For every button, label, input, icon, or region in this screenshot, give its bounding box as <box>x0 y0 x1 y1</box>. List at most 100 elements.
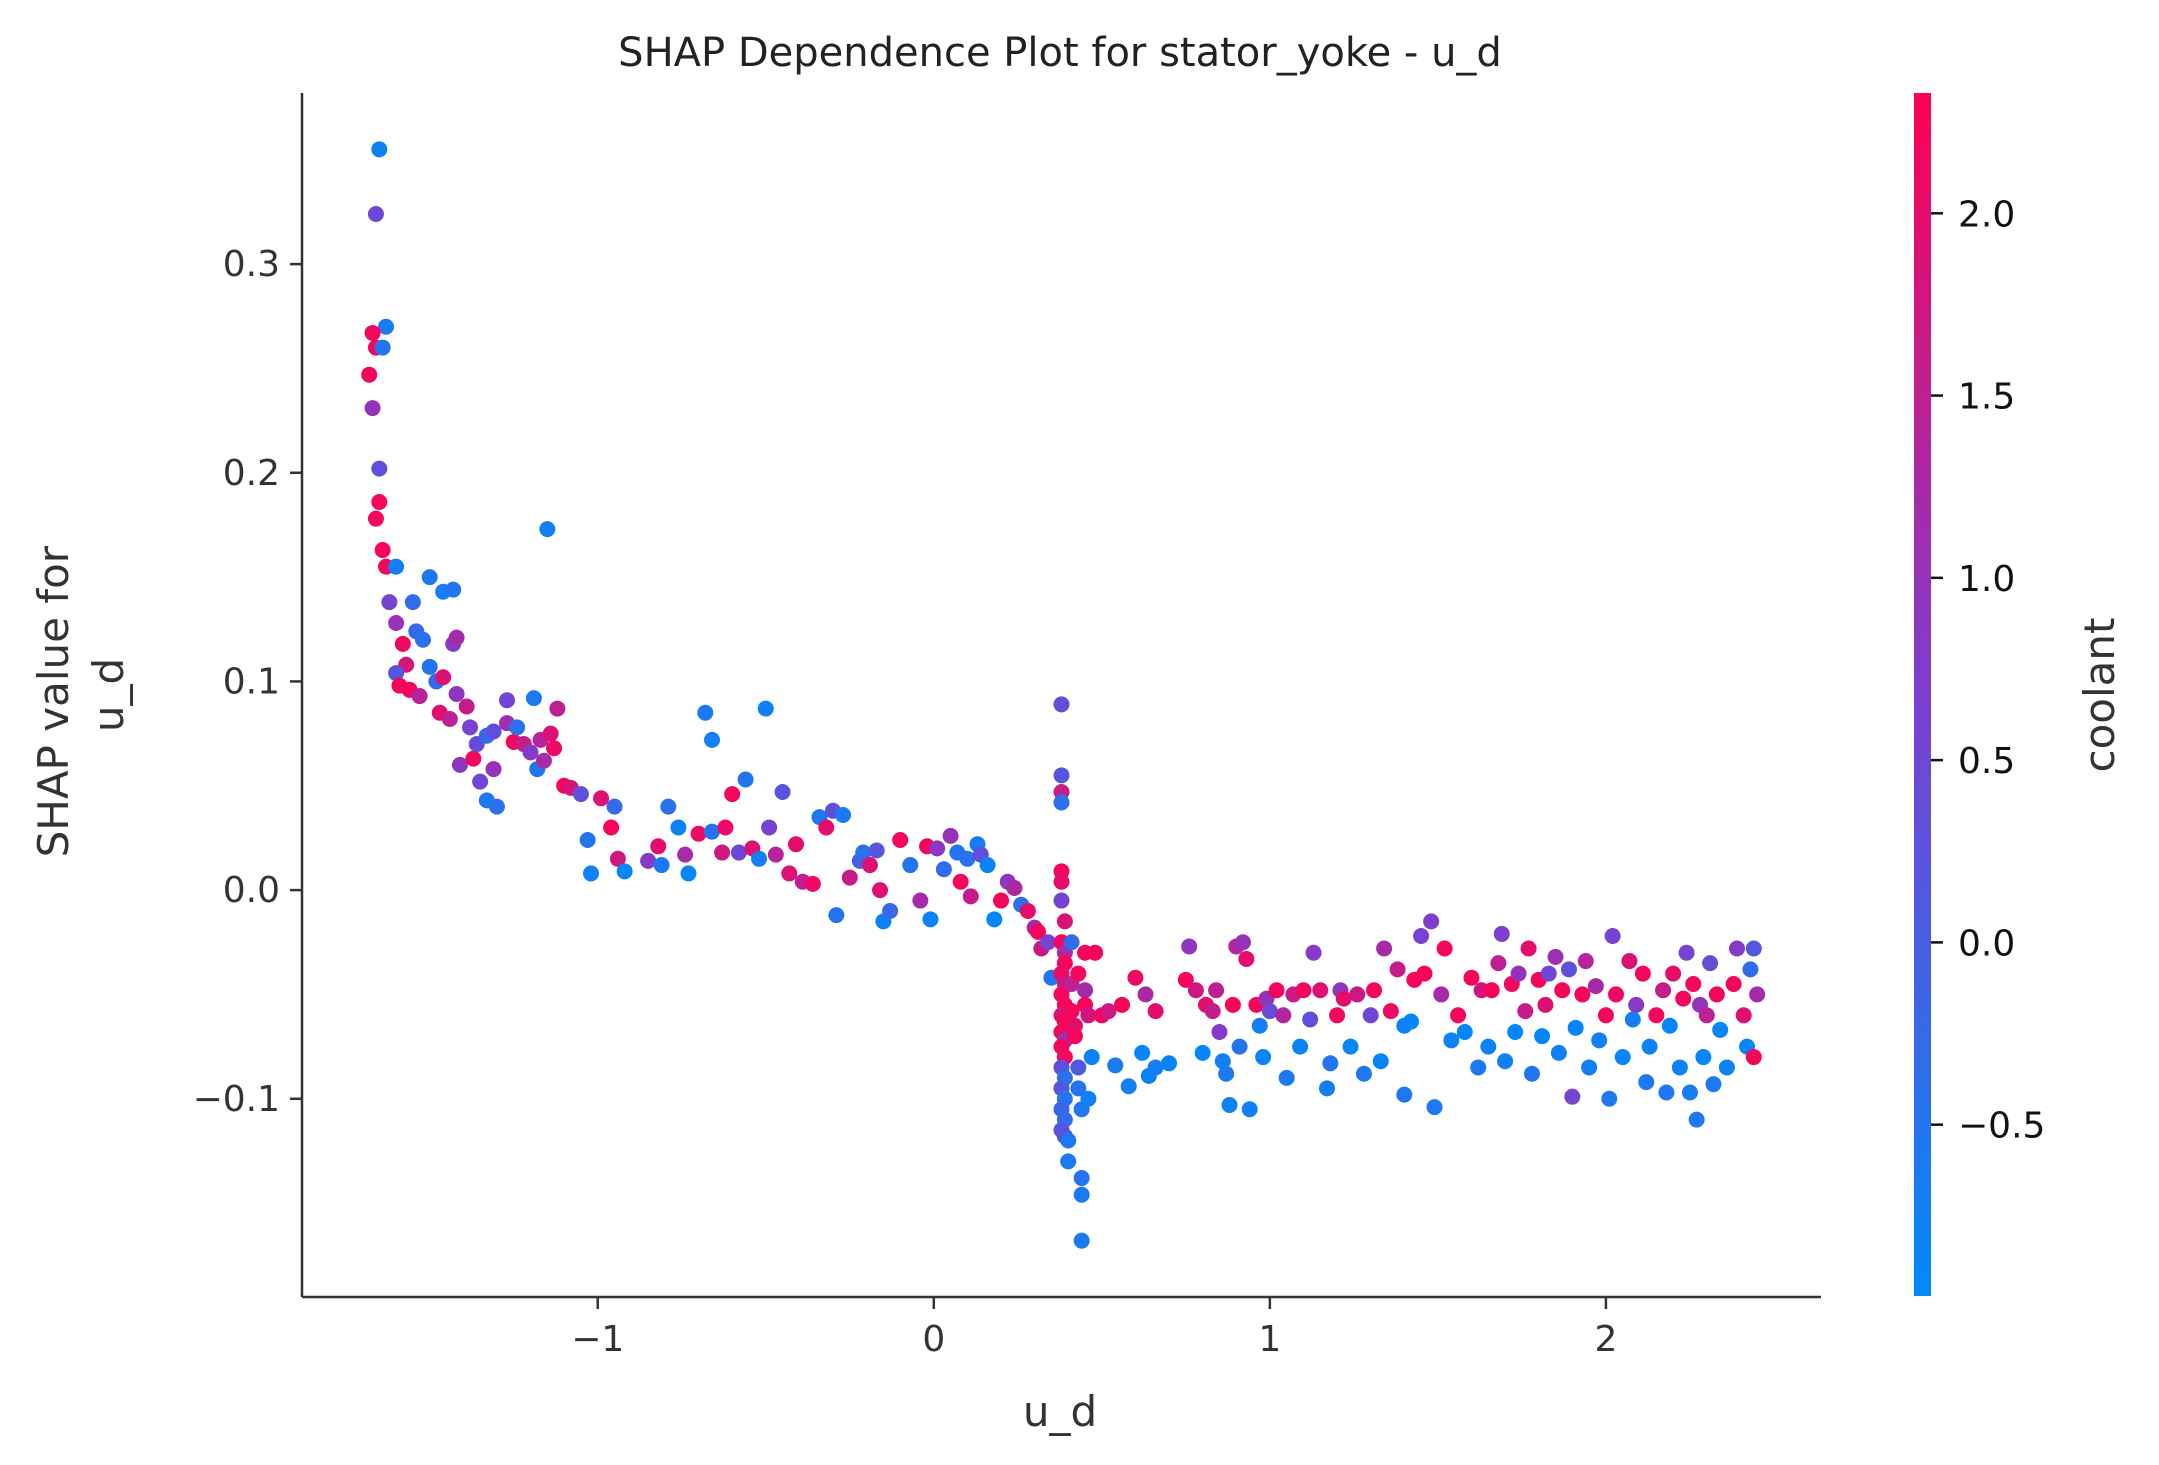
x-tick-label: 1 <box>1258 1319 1281 1360</box>
data-point <box>1564 1088 1581 1105</box>
data-point <box>1318 1080 1335 1097</box>
data-point <box>1497 1053 1514 1070</box>
data-point <box>737 771 754 788</box>
data-point <box>1517 1003 1534 1020</box>
x-tick-label: 2 <box>1594 1319 1617 1360</box>
data-point <box>1450 1007 1467 1024</box>
data-point <box>1624 1011 1641 1028</box>
data-point <box>979 857 996 874</box>
data-point <box>774 784 791 801</box>
data-point <box>1063 1003 1080 1020</box>
data-point <box>411 688 428 705</box>
data-point <box>1295 982 1312 999</box>
data-point <box>761 819 778 836</box>
data-point <box>703 823 720 840</box>
data-point <box>1718 1059 1735 1076</box>
data-point <box>616 863 633 880</box>
data-point <box>1231 1038 1248 1055</box>
data-point <box>1685 976 1702 993</box>
data-point <box>488 798 505 815</box>
data-point <box>1581 1059 1598 1076</box>
data-point <box>1063 934 1080 951</box>
data-point <box>788 836 805 853</box>
data-point <box>1547 948 1564 965</box>
data-point <box>1550 1044 1567 1061</box>
data-point <box>1006 880 1023 897</box>
data-point <box>606 798 623 815</box>
data-point <box>404 594 421 611</box>
data-point <box>498 692 515 709</box>
data-point <box>952 873 969 890</box>
data-point <box>1413 928 1430 945</box>
data-point <box>868 842 885 859</box>
data-point <box>959 850 976 867</box>
data-point <box>603 819 620 836</box>
data-point <box>1322 1055 1339 1072</box>
data-point <box>388 558 405 575</box>
data-point <box>1661 1017 1678 1034</box>
data-point <box>421 569 438 586</box>
data-point <box>472 773 489 790</box>
data-point <box>1238 950 1255 967</box>
data-point <box>1224 996 1241 1013</box>
data-point <box>1292 1038 1309 1055</box>
data-point <box>1480 1038 1497 1055</box>
data-point <box>1614 1049 1631 1066</box>
data-point <box>942 827 959 844</box>
colorbar-tick-label: 0.0 <box>1958 923 2015 964</box>
data-point <box>1214 1053 1231 1070</box>
data-point <box>1560 961 1577 978</box>
data-point <box>1423 913 1440 930</box>
x-tick-label: 0 <box>922 1319 945 1360</box>
data-point <box>1275 1007 1292 1024</box>
data-point <box>1070 1059 1087 1076</box>
data-point <box>572 786 589 803</box>
data-point <box>1708 986 1725 1003</box>
data-point <box>1070 1080 1087 1097</box>
data-point <box>1305 944 1322 961</box>
data-point <box>1416 965 1433 982</box>
data-point <box>1537 996 1554 1013</box>
data-point <box>1443 1032 1460 1049</box>
data-point <box>361 366 378 383</box>
data-point <box>1688 1111 1705 1128</box>
data-point <box>1211 1023 1228 1040</box>
data-point <box>593 790 610 807</box>
data-point <box>1080 1007 1097 1024</box>
data-point <box>448 629 465 646</box>
data-point <box>1127 969 1144 986</box>
data-point <box>855 844 872 861</box>
data-point <box>1671 1059 1688 1076</box>
scatter-points <box>361 141 1766 1249</box>
data-point <box>1107 1057 1124 1074</box>
data-point <box>1749 986 1766 1003</box>
data-point <box>1745 1049 1762 1066</box>
data-point <box>1204 1003 1221 1020</box>
data-point <box>1372 1053 1389 1070</box>
data-point <box>804 875 821 892</box>
y-tick-label: 0.0 <box>223 870 280 911</box>
colorbar-tick-label: 1.0 <box>1958 559 2015 600</box>
data-point <box>1597 1007 1614 1024</box>
data-point <box>374 339 391 356</box>
data-point <box>1329 1007 1346 1024</box>
data-point <box>1601 1090 1618 1107</box>
data-point <box>1608 986 1625 1003</box>
data-point <box>1634 965 1651 982</box>
data-point <box>1080 1090 1097 1107</box>
colorbar-tick-label: −0.5 <box>1958 1106 2045 1147</box>
data-point <box>1218 1065 1235 1082</box>
data-point <box>929 840 946 857</box>
data-point <box>1208 982 1225 999</box>
data-point <box>388 665 405 682</box>
data-point <box>549 700 566 717</box>
data-point <box>1053 696 1070 713</box>
data-point <box>1312 982 1329 999</box>
data-point <box>986 911 1003 928</box>
data-point <box>1534 1028 1551 1045</box>
data-point <box>1493 925 1510 942</box>
data-point <box>1389 961 1406 978</box>
data-point <box>1382 1003 1399 1020</box>
data-point <box>1060 1153 1077 1170</box>
data-point <box>1376 940 1393 957</box>
